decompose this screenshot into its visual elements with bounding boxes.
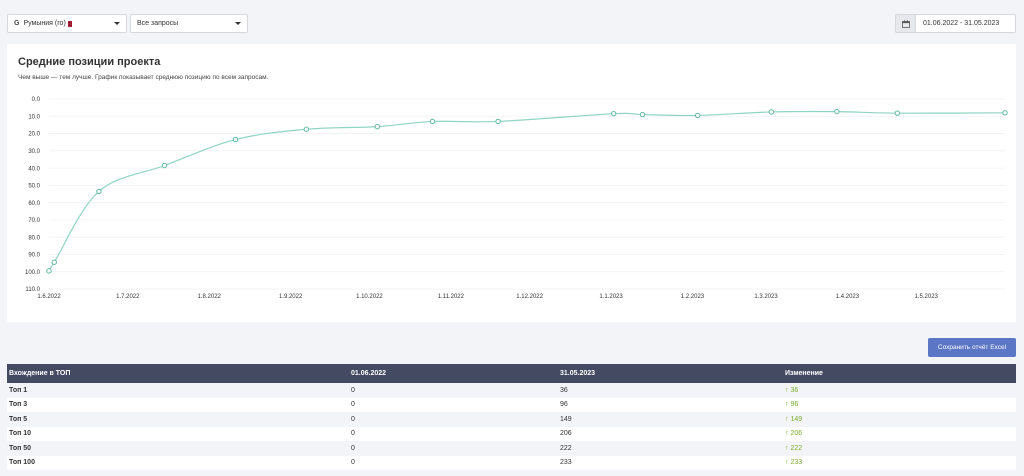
row-label: Топ 10 <box>7 426 349 441</box>
row-end: 222 <box>558 441 783 456</box>
data-point <box>232 136 239 143</box>
average-position-chart: 0.0 10.0 20.0 30.0 40.0 50.0 60.0 70.0 80.0 90.0 1… <box>25 97 1008 300</box>
x-tick-label: 1.7.2022 <box>116 294 140 300</box>
row-change: ↑ 206 <box>783 426 1016 441</box>
data-point <box>374 123 380 130</box>
header-top: Вхождение в ТОП <box>7 364 349 383</box>
table-header-row: Вхождение в ТОП 01.06.2022 31.05.2023 Из… <box>7 364 1016 383</box>
chevron-down-icon <box>114 22 120 25</box>
y-tick-label: 0.0 <box>32 97 41 103</box>
data-point <box>161 162 168 169</box>
row-change: ↑ 222 <box>783 441 1016 456</box>
date-range-input[interactable]: 01.06.2022 - 31.05.2023 <box>915 14 1016 33</box>
y-tick-label: 80.0 <box>28 235 40 241</box>
y-tick-label: 70.0 <box>28 218 40 224</box>
chart-card: Средние позиции проекта Чем выше — тем л… <box>7 44 1016 322</box>
y-tick-label: 90.0 <box>28 253 40 259</box>
y-tick-label: 20.0 <box>28 132 40 138</box>
row-start: 0 <box>349 441 558 456</box>
table-row: Топ 3 0 96 ↑ 96 <box>7 397 1016 412</box>
x-tick-label: 1.9.2022 <box>279 294 303 300</box>
x-tick-label: 1.5.2023 <box>915 294 939 300</box>
y-tick-label: 110.0 <box>25 287 40 293</box>
y-tick-label: 30.0 <box>28 149 40 155</box>
data-point <box>495 118 501 125</box>
export-excel-button[interactable]: Сохранить отчёт Excel <box>928 338 1016 357</box>
query-label: Все запросы <box>137 20 179 27</box>
row-label: Топ 3 <box>7 397 349 412</box>
data-point <box>695 112 701 119</box>
x-tick-label: 1.1.2023 <box>599 294 623 300</box>
row-start: 0 <box>349 412 558 427</box>
row-change: ↑ 36 <box>783 383 1016 398</box>
row-label: Топ 50 <box>7 441 349 456</box>
table-row: Топ 1 0 36 ↑ 36 <box>7 383 1016 398</box>
chart-title: Средние позиции проекта <box>18 56 161 68</box>
calendar-icon[interactable] <box>895 14 915 33</box>
data-point <box>610 110 617 117</box>
x-tick-label: 1.11.2022 <box>438 294 465 300</box>
row-label: Топ 5 <box>7 412 349 427</box>
table-row: Топ 10 0 206 ↑ 206 <box>7 426 1016 441</box>
data-point <box>429 118 436 125</box>
data-point <box>51 259 57 265</box>
google-icon: G <box>14 20 20 27</box>
series-line <box>48 110 1006 272</box>
row-end: 206 <box>558 426 783 441</box>
row-end: 36 <box>558 383 783 398</box>
region-label: Румыния (ro) <box>23 20 66 27</box>
data-point <box>894 110 901 116</box>
top-positions-table: Вхождение в ТОП 01.06.2022 31.05.2023 Из… <box>7 364 1016 470</box>
chevron-down-icon <box>235 22 241 25</box>
row-end: 233 <box>558 455 783 470</box>
y-tick-label: 40.0 <box>28 166 40 172</box>
x-tick-label: 1.4.2023 <box>836 294 860 300</box>
header-end-date: 31.05.2023 <box>558 364 783 383</box>
x-tick-label: 1.8.2022 <box>198 294 222 300</box>
table-row: Топ 100 0 233 ↑ 233 <box>7 455 1016 470</box>
data-point <box>768 109 774 115</box>
row-start: 0 <box>349 426 558 441</box>
data-point <box>96 188 102 195</box>
row-change: ↑ 233 <box>783 455 1016 470</box>
row-start: 0 <box>349 397 558 412</box>
flag-icon <box>67 20 72 27</box>
x-tick-label: 1.6.2022 <box>37 294 61 300</box>
x-tick-label: 1.12.2022 <box>516 294 543 300</box>
data-point <box>834 108 840 115</box>
row-label: Топ 1 <box>7 383 349 398</box>
x-tick-label: 1.3.2023 <box>754 294 778 300</box>
x-tick-label: 1.10.2022 <box>356 294 383 300</box>
date-range-picker[interactable]: 01.06.2022 - 31.05.2023 <box>895 14 1016 33</box>
header-start-date: 01.06.2022 <box>349 364 558 383</box>
y-tick-label: 10.0 <box>28 114 40 120</box>
row-label: Топ 100 <box>7 455 349 470</box>
data-point <box>303 126 310 132</box>
y-tick-label: 50.0 <box>28 184 40 190</box>
data-point <box>46 268 52 274</box>
y-tick-label: 100.0 <box>25 270 41 276</box>
data-point <box>639 111 646 118</box>
table-row: Топ 50 0 222 ↑ 222 <box>7 441 1016 456</box>
row-end: 149 <box>558 412 783 427</box>
table-row: Топ 5 0 149 ↑ 149 <box>7 412 1016 427</box>
query-select[interactable]: Все запросы <box>130 14 248 33</box>
row-end: 96 <box>558 397 783 412</box>
row-change: ↑ 96 <box>783 397 1016 412</box>
chart-subtitle: Чем выше — тем лучше. График показывает … <box>18 74 269 81</box>
row-change: ↑ 149 <box>783 412 1016 427</box>
header-change: Изменение <box>783 364 1016 383</box>
region-select[interactable]: G Румыния (ro) <box>7 14 127 33</box>
y-tick-label: 60.0 <box>28 201 40 207</box>
x-tick-label: 1.2.2023 <box>681 294 705 300</box>
row-start: 0 <box>349 383 558 398</box>
data-point <box>1002 110 1008 116</box>
row-start: 0 <box>349 455 558 470</box>
